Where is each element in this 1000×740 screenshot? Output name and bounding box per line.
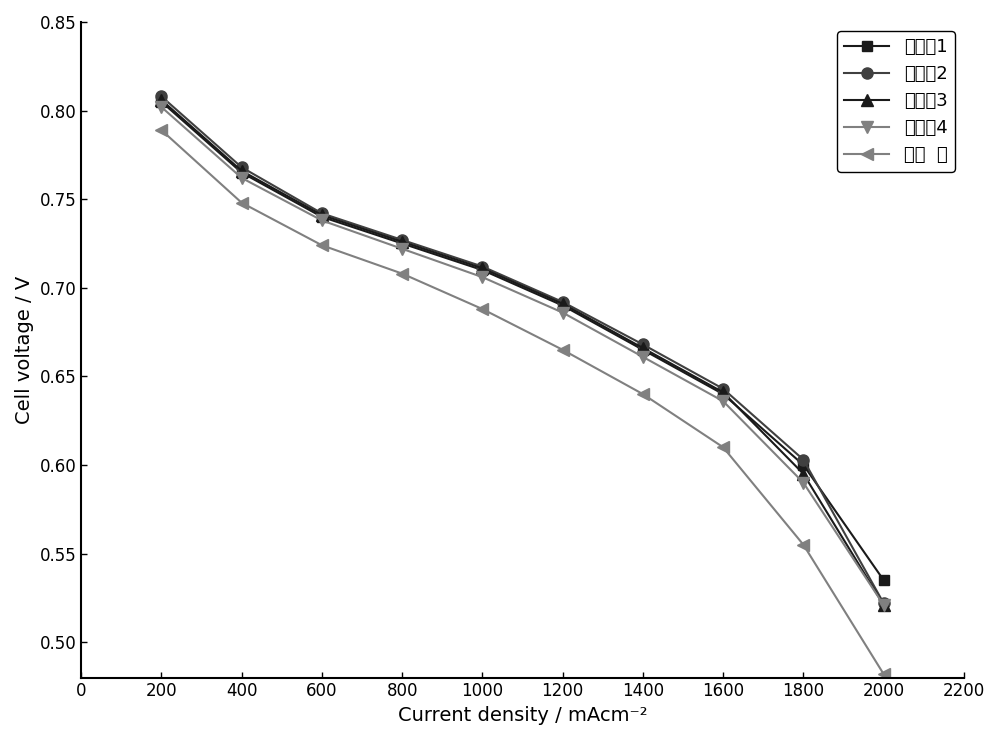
实施例4 [236,173,248,182]
实施例2 [717,384,729,393]
Y-axis label: Cell voltage / V: Cell voltage / V [15,276,34,424]
实施例3 [878,600,890,609]
实施例2 [637,340,649,349]
实施例4 [155,103,167,112]
实施例4 [637,352,649,361]
实施例3 [236,166,248,175]
实施例1 [878,576,890,585]
实施例2 [557,297,569,306]
对比  例 [797,540,809,549]
X-axis label: Current density / mAcm⁻²: Current density / mAcm⁻² [398,706,647,725]
对比  例 [476,305,488,314]
实施例2 [878,599,890,608]
对比  例 [236,198,248,207]
实施例2 [236,163,248,172]
实施例4 [316,216,328,225]
实施例3 [155,95,167,104]
实施例3 [557,299,569,308]
Legend: 实施例1, 实施例2, 实施例3, 实施例4, 对比  例: 实施例1, 实施例2, 实施例3, 实施例4, 对比 例 [837,31,955,172]
实施例1 [717,390,729,399]
实施例3 [316,211,328,220]
实施例3 [396,238,408,246]
Line: 对比  例: 对比 例 [155,124,890,680]
实施例1 [316,212,328,221]
实施例4 [557,308,569,317]
对比  例 [717,443,729,451]
对比  例 [316,240,328,249]
实施例2 [476,262,488,271]
实施例4 [878,600,890,609]
实施例4 [396,244,408,253]
Line: 实施例1: 实施例1 [157,97,888,585]
对比  例 [155,126,167,135]
实施例4 [797,478,809,487]
实施例4 [717,397,729,406]
Line: 实施例3: 实施例3 [156,95,889,610]
实施例1 [637,346,649,354]
实施例2 [155,92,167,101]
实施例2 [396,235,408,244]
实施例3 [637,343,649,352]
实施例2 [316,209,328,218]
实施例1 [797,460,809,469]
实施例1 [476,266,488,275]
对比  例 [637,390,649,399]
Line: 实施例4: 实施例4 [156,101,889,610]
实施例3 [476,264,488,273]
Line: 实施例2: 实施例2 [156,91,889,609]
实施例1 [557,301,569,310]
对比  例 [557,346,569,354]
实施例2 [797,455,809,464]
对比  例 [396,269,408,278]
实施例4 [476,273,488,282]
实施例1 [155,97,167,106]
对比  例 [878,670,890,679]
实施例3 [717,388,729,397]
实施例3 [797,469,809,478]
实施例1 [236,168,248,177]
实施例1 [396,239,408,248]
